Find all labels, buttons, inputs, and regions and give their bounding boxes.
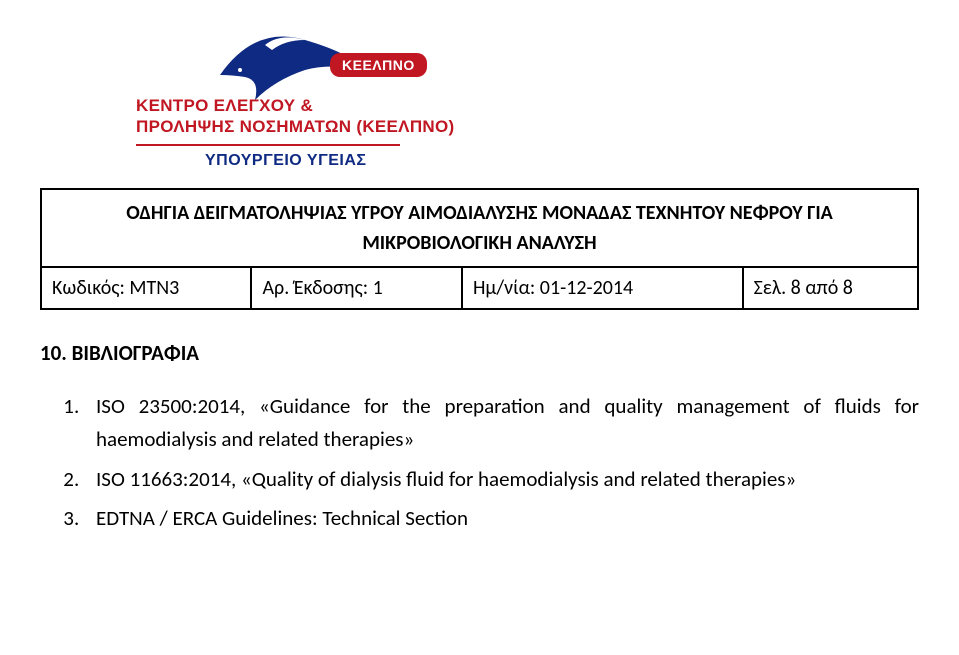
- org-name-line2: ΠΡΟΛΗΨΗΣ ΝΟΣΗΜΑΤΩΝ (ΚΕΕΛΠΝΟ): [136, 116, 490, 137]
- logo-divider: [136, 144, 400, 146]
- list-item: ISO 23500:2014, «Guidance for the prepar…: [84, 390, 919, 457]
- table-row: ΟΔΗΓΙΑ ΔΕΙΓΜΑΤΟΛΗΨΙΑΣ ΥΓΡΟΥ ΑΙΜΟΔΙΑΛΥΣΗΣ…: [41, 189, 918, 267]
- doc-page-cell: Σελ. 8 από 8: [743, 267, 918, 309]
- doc-date-cell: Ημ/νία: 01-12-2014: [462, 267, 743, 309]
- document-page: ΚΕΕΛΠΝΟ ΚΕΝΤΡΟ ΕΛΕΓΧΟΥ & ΠΡΟΛΗΨΗΣ ΝΟΣΗΜΑ…: [0, 0, 959, 582]
- org-logo-block: ΚΕΕΛΠΝΟ ΚΕΝΤΡΟ ΕΛΕΓΧΟΥ & ΠΡΟΛΗΨΗΣ ΝΟΣΗΜΑ…: [40, 0, 490, 170]
- logo-pill: ΚΕΕΛΠΝΟ: [330, 53, 427, 77]
- table-row: Κωδικός: MTN3 Αρ. Έκδοσης: 1 Ημ/νία: 01-…: [41, 267, 918, 309]
- list-item: ISO 11663:2014, «Quality of dialysis flu…: [84, 463, 919, 497]
- bibliography-heading: 10. ΒΙΒΛΙΟΓΡΑΦΙΑ: [40, 340, 919, 366]
- document-meta-table: ΟΔΗΓΙΑ ΔΕΙΓΜΑΤΟΛΗΨΙΑΣ ΥΓΡΟΥ ΑΙΜΟΔΙΑΛΥΣΗΣ…: [40, 188, 919, 310]
- doc-edition-cell: Αρ. Έκδοσης: 1: [251, 267, 461, 309]
- doc-code-cell: Κωδικός: MTN3: [41, 267, 251, 309]
- document-title-cell: ΟΔΗΓΙΑ ΔΕΙΓΜΑΤΟΛΗΨΙΑΣ ΥΓΡΟΥ ΑΙΜΟΔΙΑΛΥΣΗΣ…: [41, 189, 918, 267]
- document-title-line1: ΟΔΗΓΙΑ ΔΕΙΓΜΑΤΟΛΗΨΙΑΣ ΥΓΡΟΥ ΑΙΜΟΔΙΑΛΥΣΗΣ…: [126, 201, 833, 225]
- document-title-line2: ΜΙΚΡΟΒΙΟΛΟΓΙΚΗ ΑΝΑΛΥΣΗ: [362, 231, 596, 255]
- list-item: EDTNA / ERCA Guidelines: Technical Secti…: [84, 502, 919, 536]
- bird-logo: ΚΕΕΛΠΝΟ: [210, 15, 330, 95]
- bibliography-list: ISO 23500:2014, «Guidance for the prepar…: [40, 390, 919, 536]
- ministry-label: ΥΠΟΥΡΓΕΙΟ ΥΓΕΙΑΣ: [205, 152, 490, 170]
